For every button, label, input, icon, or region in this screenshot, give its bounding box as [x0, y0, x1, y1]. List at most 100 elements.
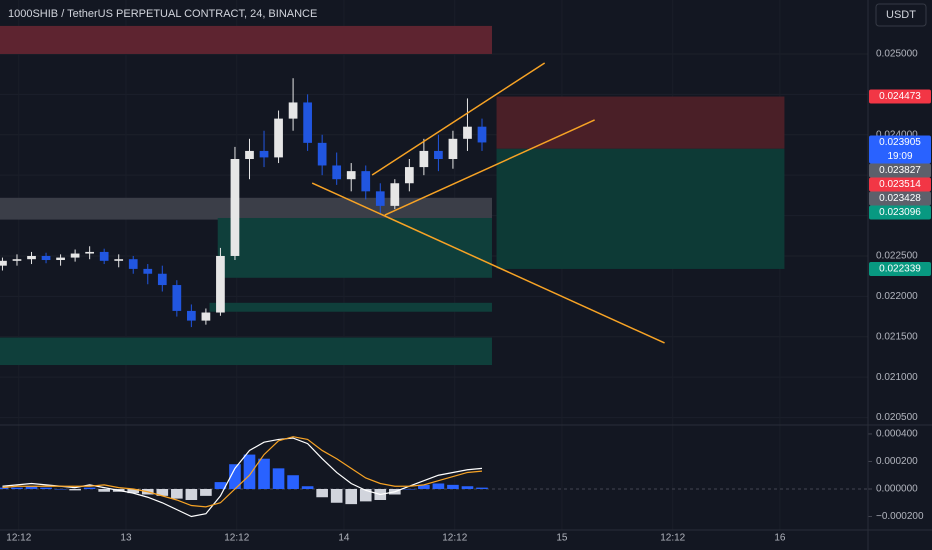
trend-line: [371, 62, 546, 176]
histogram-bar: [287, 475, 299, 489]
zone: [209, 302, 492, 312]
histogram-bar: [25, 486, 38, 489]
candle-body: [157, 273, 167, 286]
candle-body: [463, 126, 472, 139]
currency-button[interactable]: [875, 3, 927, 27]
candle-body: [259, 150, 269, 158]
histogram-bar: [54, 488, 67, 490]
candle-body: [332, 165, 342, 180]
price-tag: [869, 163, 931, 178]
candle-body: [390, 183, 400, 206]
price-tag: [869, 89, 931, 104]
price-tag: [869, 135, 931, 164]
candle-body: [245, 150, 254, 160]
histogram-bar: [476, 487, 488, 489]
histogram-bar: [316, 488, 328, 498]
x-tick-label: 12:12: [6, 533, 31, 544]
candle-body: [288, 102, 298, 119]
histogram-bar: [229, 464, 241, 489]
y2-tick-label: 0.000400: [876, 429, 918, 440]
currency[interactable]: USDT: [886, 9, 916, 21]
price-tag: [869, 191, 931, 206]
candle-body: [448, 138, 458, 160]
trend-line: [384, 119, 595, 216]
candle-body: [99, 251, 109, 261]
price-tag: [869, 205, 931, 220]
candle-body: [12, 259, 22, 261]
x-tick-label: 13: [120, 533, 132, 544]
histogram-bar: [69, 488, 81, 491]
candle-body: [216, 255, 225, 313]
histogram-bar: [171, 488, 183, 499]
x-tick-label: 12:12: [442, 533, 467, 544]
candle-body: [172, 285, 182, 311]
candle-body: [419, 150, 429, 168]
y2-tick-label: 0.000000: [876, 484, 918, 495]
y2-tick-label: −0.000200: [876, 511, 924, 522]
y2-tick-label: 0.000200: [876, 456, 918, 467]
histogram-bar: [11, 487, 23, 489]
price-tag-label: 0.022339: [879, 264, 921, 275]
candle-body: [70, 253, 80, 258]
candle-body: [477, 126, 487, 143]
price-tag-label: 0.023096: [879, 207, 921, 218]
x-tick-label: 15: [556, 533, 568, 544]
x-tick-label: 12:12: [224, 533, 249, 544]
candle-body: [128, 259, 138, 269]
price-tag: [869, 177, 931, 192]
histogram-bar: [301, 486, 314, 489]
candle-body: [346, 171, 356, 180]
candle-body: [274, 118, 283, 158]
candle-body: [114, 259, 124, 261]
histogram-bar: [461, 486, 474, 489]
histogram-bar: [214, 482, 227, 489]
histogram-bar: [40, 487, 52, 489]
zone: [0, 337, 492, 366]
histogram-bar: [243, 454, 256, 489]
y-tick-label: 0.022000: [876, 291, 918, 302]
zone: [496, 96, 785, 149]
candle-body: [434, 150, 443, 160]
histogram-bar: [200, 488, 212, 496]
candle-body: [201, 312, 211, 321]
y-tick-label: 0.020500: [876, 412, 918, 423]
candle-body: [303, 102, 312, 143]
candle-body: [27, 255, 36, 260]
histogram-bar: [403, 488, 416, 490]
candle-body: [317, 142, 327, 166]
histogram-bar: [156, 488, 169, 496]
histogram-bar: [432, 483, 445, 489]
histogram-bar: [0, 487, 9, 489]
candle-body: [0, 260, 7, 266]
candle-body: [361, 171, 371, 192]
histogram-bar: [447, 484, 459, 489]
histogram-bar: [330, 488, 343, 503]
price-tag-label: 0.024473: [879, 91, 921, 102]
y-tick-label: 0.022500: [876, 251, 918, 262]
price-tag-label: 0.023428: [879, 193, 921, 204]
candle-body: [85, 251, 95, 254]
histogram-bar: [83, 487, 96, 489]
y-tick-label: 0.024000: [876, 129, 918, 140]
zone: [217, 217, 492, 278]
zone: [496, 148, 785, 269]
y-tick-label: 0.021500: [876, 331, 918, 342]
chart-title: 1000SHIB / TetherUS PERPETUAL CONTRACT, …: [8, 8, 317, 20]
trend-line: [311, 182, 665, 344]
price-tag: [869, 261, 931, 276]
price-tag-label: 0.023827: [879, 165, 921, 176]
x-tick-label: 12:12: [660, 533, 685, 544]
y-tick-label: 0.021000: [876, 372, 918, 383]
zone: [0, 25, 492, 54]
histogram-bar: [185, 488, 198, 500]
candle-body: [143, 268, 153, 274]
countdown: 19:09: [887, 151, 912, 162]
x-tick-label: 16: [774, 533, 786, 544]
histogram-bar: [359, 488, 372, 502]
histogram-bar: [345, 488, 358, 505]
histogram-bar: [418, 484, 430, 489]
x-tick-label: 14: [338, 533, 350, 544]
macd-line: [2, 436, 483, 508]
histogram-bar: [258, 458, 270, 489]
